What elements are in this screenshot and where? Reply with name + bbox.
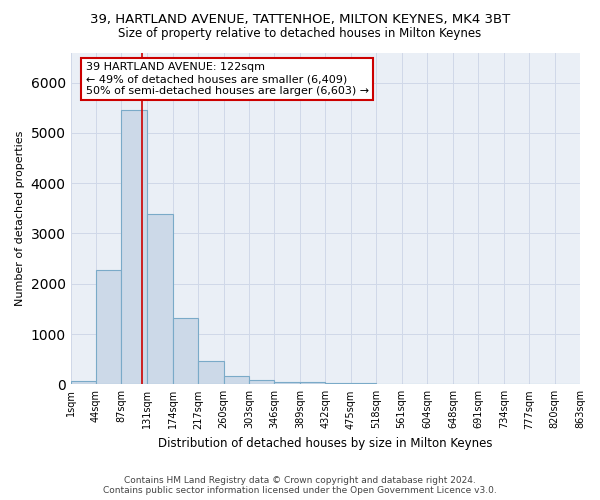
- Bar: [96, 270, 121, 384]
- Text: Contains HM Land Registry data © Crown copyright and database right 2024.
Contai: Contains HM Land Registry data © Crown c…: [103, 476, 497, 495]
- Bar: [224, 376, 249, 384]
- Y-axis label: Number of detached properties: Number of detached properties: [15, 130, 25, 306]
- Text: 39 HARTLAND AVENUE: 122sqm
← 49% of detached houses are smaller (6,409)
50% of s: 39 HARTLAND AVENUE: 122sqm ← 49% of deta…: [86, 62, 369, 96]
- Bar: [173, 318, 198, 384]
- Bar: [325, 383, 350, 384]
- Bar: [300, 382, 325, 384]
- Bar: [148, 214, 173, 384]
- Text: Size of property relative to detached houses in Milton Keynes: Size of property relative to detached ho…: [118, 28, 482, 40]
- Bar: [121, 110, 148, 384]
- Bar: [249, 380, 274, 384]
- Bar: [71, 381, 96, 384]
- Text: 39, HARTLAND AVENUE, TATTENHOE, MILTON KEYNES, MK4 3BT: 39, HARTLAND AVENUE, TATTENHOE, MILTON K…: [90, 12, 510, 26]
- X-axis label: Distribution of detached houses by size in Milton Keynes: Distribution of detached houses by size …: [158, 437, 493, 450]
- Bar: [274, 382, 300, 384]
- Bar: [198, 360, 224, 384]
